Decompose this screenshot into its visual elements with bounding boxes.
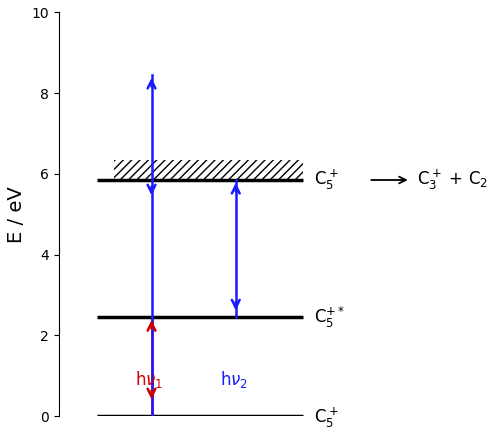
Text: C$_5^+$: C$_5^+$ bbox=[314, 168, 338, 192]
Text: h$\nu_2$: h$\nu_2$ bbox=[220, 369, 248, 390]
Text: h$\nu_1$: h$\nu_1$ bbox=[136, 369, 164, 390]
Bar bbox=[114, 160, 303, 180]
Text: C$_5^{+*}$: C$_5^{+*}$ bbox=[314, 305, 345, 330]
Y-axis label: E / eV: E / eV bbox=[7, 186, 26, 243]
Text: C$_3^+$ + C$_2$: C$_3^+$ + C$_2$ bbox=[417, 168, 488, 192]
Text: C$_5^+$: C$_5^+$ bbox=[314, 406, 338, 430]
